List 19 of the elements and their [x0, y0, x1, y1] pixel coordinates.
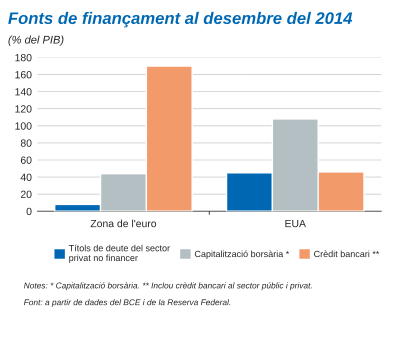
- y-tick-label: 140: [15, 88, 32, 96]
- x-tick-label: EUA: [285, 220, 306, 228]
- y-tick-label: 20: [20, 190, 32, 198]
- chart-title: Fonts de finançament al desembre del 2014: [8, 12, 352, 28]
- y-tick-label: 40: [20, 174, 32, 181]
- y-tick-label: 60: [20, 156, 32, 164]
- legend-label: Capitalització borsària *: [194, 250, 290, 259]
- legend-label: Crèdit bancari **: [314, 250, 380, 258]
- y-tick-label: 120: [15, 105, 32, 113]
- text: Font: a partir de dades del BCE i de la Reserva Federal.: [24, 299, 230, 307]
- text: Notes: * Capitalització borsària. ** Inclou crèdit bancari al sector públic i privat.: [24, 282, 312, 290]
- x-tick-label: Zona de l'euro: [90, 220, 156, 228]
- y-tick-label: 80: [20, 139, 32, 147]
- chart-subtitle: (% del PIB): [8, 35, 64, 46]
- y-tick-label: 100: [15, 122, 32, 130]
- legend-label: Títols de deute del sector privat no financer: [68, 244, 170, 263]
- y-tick-label: 180: [15, 54, 32, 62]
- y-tick-label: 0: [26, 208, 32, 216]
- y-tick-label: 160: [15, 71, 32, 78]
